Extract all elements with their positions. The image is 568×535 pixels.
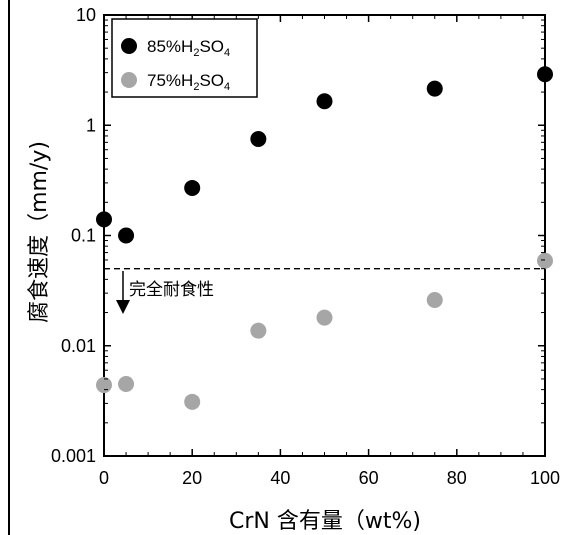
legend-marker-85 <box>121 38 137 54</box>
data-point-series-0 <box>426 80 443 97</box>
data-point-series-1 <box>184 393 201 410</box>
legend-box <box>111 18 258 98</box>
data-point-series-1 <box>96 377 112 394</box>
y-axis-title: 腐食速度（mm/y) <box>27 141 52 323</box>
annotation: 完全耐食性 <box>116 271 214 314</box>
y-tick-label: 0.01 <box>61 336 96 356</box>
data-point-series-0 <box>184 179 201 196</box>
frame-border-line <box>8 0 10 535</box>
x-tick-label: 60 <box>359 468 379 488</box>
x-axis-title: CrN 含有量（wt%) <box>229 509 421 534</box>
annotation-arrow-head <box>116 300 130 314</box>
data-point-series-0 <box>96 211 112 228</box>
data-point-series-0 <box>316 93 333 110</box>
y-tick-label: 0.001 <box>51 446 96 466</box>
data-point-series-0 <box>537 66 553 83</box>
x-tick-label: 80 <box>447 468 467 488</box>
data-point-series-0 <box>250 131 267 148</box>
data-point-series-1 <box>118 375 135 392</box>
data-point-series-0 <box>118 227 135 244</box>
data-point-series-1 <box>537 252 553 269</box>
data-point-series-1 <box>426 291 443 308</box>
data-point-series-1 <box>250 322 267 339</box>
x-tick-label: 0 <box>99 468 109 488</box>
y-tick-label: 0.1 <box>71 226 96 246</box>
legend-marker-75 <box>121 72 137 88</box>
x-tick-label: 100 <box>530 468 560 488</box>
data-point-series-1 <box>316 309 333 326</box>
annotation-text: 完全耐食性 <box>129 280 214 300</box>
legend: 85%H2SO4 75%H2SO4 <box>111 18 258 98</box>
y-tick-label: 10 <box>76 5 96 25</box>
series-group <box>96 66 553 410</box>
x-tick-label: 20 <box>182 468 202 488</box>
x-tick-label: 40 <box>270 468 290 488</box>
y-tick-label: 1 <box>86 115 96 135</box>
legend-label-85: 85%H2SO4 <box>147 37 230 59</box>
legend-label-75: 75%H2SO4 <box>147 71 230 93</box>
